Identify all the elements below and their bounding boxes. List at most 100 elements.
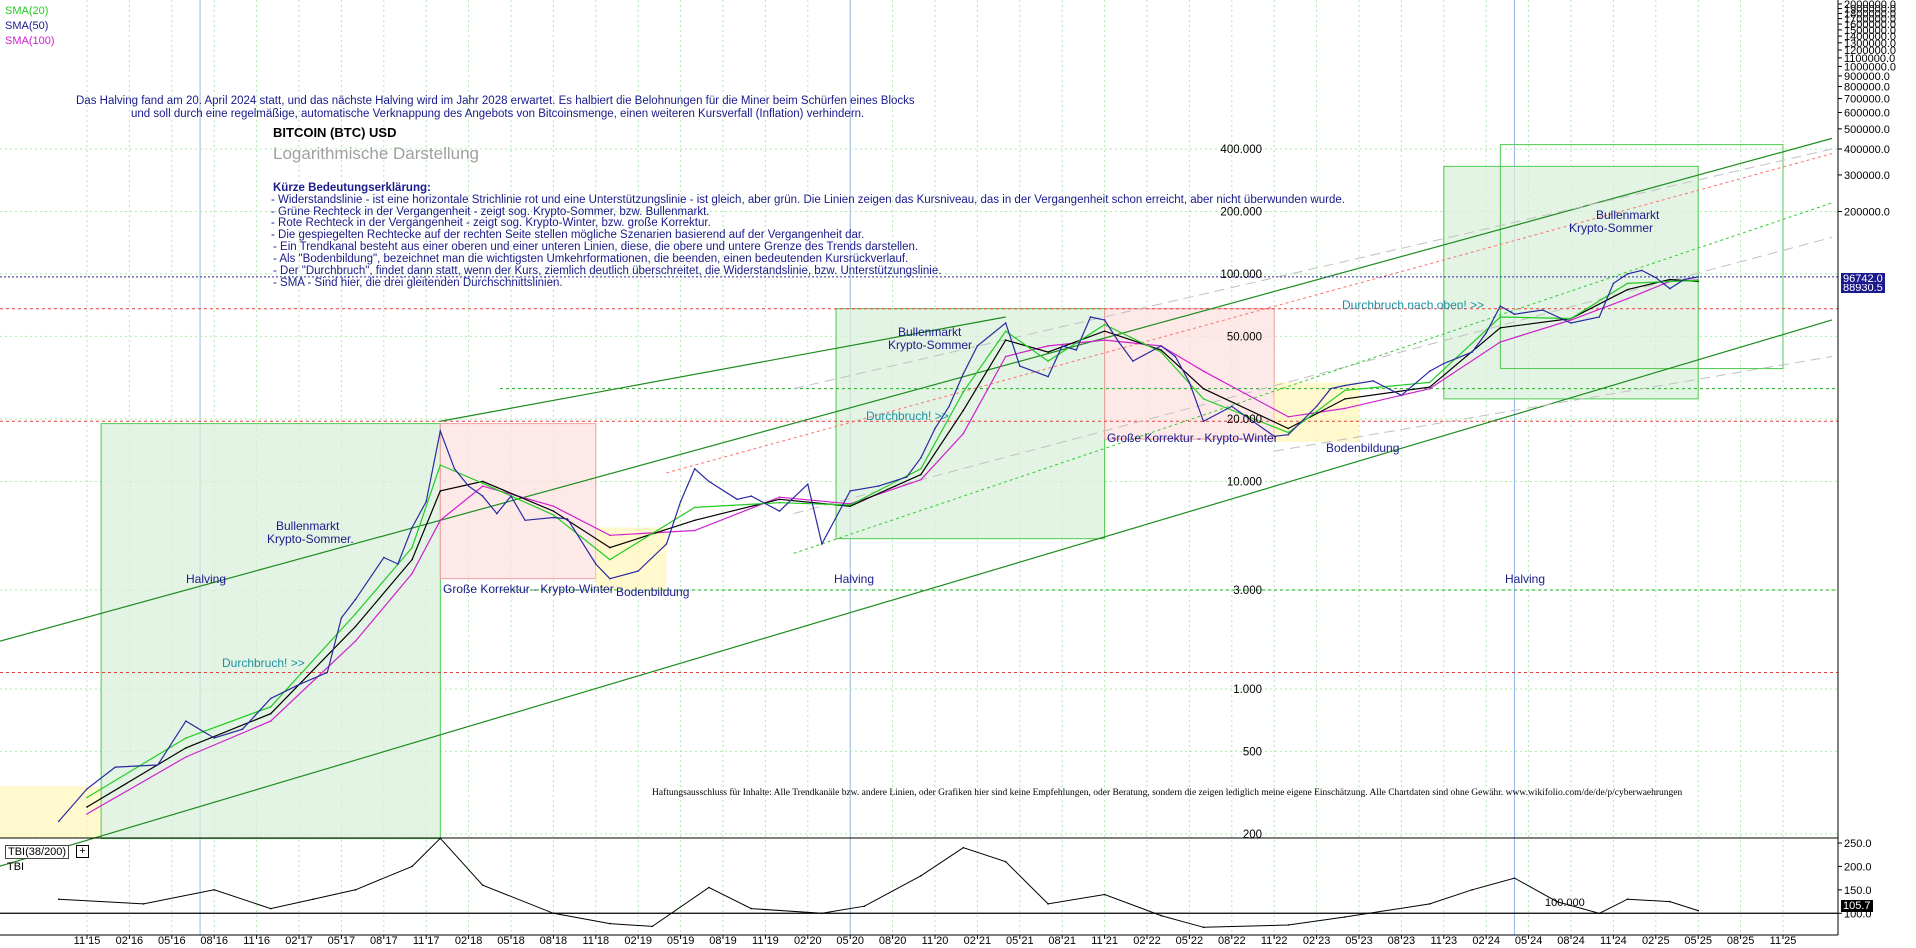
right-axis-label: 1400000.0 <box>1844 31 1896 43</box>
data-point-sma50 <box>1004 339 1007 341</box>
data-point-sma100 <box>1626 297 1629 300</box>
expand-icon[interactable]: + <box>76 845 89 858</box>
series-line-btc <box>58 269 1699 822</box>
data-point-btc <box>1499 305 1502 307</box>
data-point-btc <box>948 405 950 408</box>
halving-note-line2: und soll durch eine regelmäßige, automat… <box>131 108 865 120</box>
data-point-btc <box>213 737 215 739</box>
chart-subtitle: Logarithmische Darstellung <box>273 144 479 163</box>
x-tick-label: 05 21 <box>1006 935 1034 947</box>
data-point-sma100 <box>86 813 88 815</box>
indicator-point <box>1344 916 1346 918</box>
x-tick-label: 05 25 <box>1684 935 1712 947</box>
data-point-sma20 <box>481 482 484 485</box>
legend-sma100: SMA(100) <box>5 35 55 47</box>
data-point-sma100 <box>1499 341 1502 343</box>
data-point-btc <box>1428 370 1431 372</box>
data-point-sma100 <box>552 505 555 507</box>
x-tick-label: 11 24 <box>1600 935 1627 947</box>
data-point-btc <box>1019 365 1021 367</box>
x-tick-label: 08 20 <box>879 935 907 947</box>
indicator-point <box>1471 889 1473 891</box>
x-tick-label: 05 19 <box>667 935 695 947</box>
data-point-btc <box>736 498 738 501</box>
last-price-label: 96742.0 <box>1841 273 1885 285</box>
data-point-btc <box>708 480 710 483</box>
data-point-btc <box>524 519 526 522</box>
data-point-btc <box>411 526 413 529</box>
data-point-btc <box>185 720 187 722</box>
data-point-btc <box>962 373 965 375</box>
data-point-sma20 <box>778 501 781 504</box>
data-point-sma100 <box>1103 339 1106 341</box>
inner-axis-label: 100.000 <box>1220 269 1262 281</box>
data-point-sma100 <box>1004 355 1007 358</box>
data-point-sma100 <box>439 519 442 522</box>
x-tick-label: 11 20 <box>922 935 949 947</box>
x-tick-label: 02 16 <box>116 935 144 947</box>
data-point-sma20 <box>693 506 696 509</box>
data-point-btc <box>905 476 908 478</box>
data-point-btc <box>1075 349 1078 351</box>
x-tick-label: 05 20 <box>836 935 864 947</box>
data-point-sma20 <box>1160 351 1162 353</box>
right-axis-label: 900000.0 <box>1844 71 1890 83</box>
right-axis-label: 500000.0 <box>1844 124 1890 136</box>
data-point-btc <box>467 485 470 487</box>
data-point-sma100 <box>962 432 965 435</box>
data-point-sma20 <box>1047 360 1049 362</box>
inner-axis-label: 1.000 <box>1233 684 1262 696</box>
data-point-sma50 <box>481 480 484 483</box>
trend-line-lower <box>0 319 1833 867</box>
explanation-line: - Der "Durchbruch", findet dann statt, w… <box>273 265 942 277</box>
data-point-btc <box>1273 435 1275 438</box>
data-point-sma100 <box>778 496 781 498</box>
data-point-sma20 <box>849 504 851 506</box>
data-point-btc <box>1697 276 1699 278</box>
x-tick-label: 02 21 <box>964 935 992 947</box>
x-tick-label: 08 25 <box>1727 935 1755 947</box>
x-tick-label: 08 21 <box>1048 935 1076 947</box>
x-tick-label: 08 24 <box>1557 935 1585 947</box>
annotation-correction: Große Korrektur - Krypto-Winter <box>1107 431 1278 445</box>
x-tick-label: 11 16 <box>243 935 270 947</box>
annotation-bull: Bullenmarkt <box>276 519 340 533</box>
x-tick-label: 11 23 <box>1430 935 1457 947</box>
explanation-line: - Grüne Rechteck in der Vergangenheit - … <box>271 206 710 218</box>
x-tick-label: 02 18 <box>455 935 483 947</box>
data-point-btc <box>1372 380 1374 382</box>
data-point-sma20 <box>411 546 413 549</box>
chart-title: BITCOIN (BTC) USD <box>273 125 397 140</box>
data-point-sma100 <box>1202 370 1205 372</box>
data-point-sma20 <box>1103 323 1106 326</box>
indicator-point <box>269 907 272 910</box>
data-point-sma50 <box>411 558 413 561</box>
data-point-btc <box>1400 394 1403 397</box>
indicator-point <box>609 922 611 925</box>
data-point-btc <box>1160 345 1162 347</box>
data-point-sma50 <box>439 490 442 492</box>
indicator-baseline-label: 100.000 <box>1545 897 1585 909</box>
data-point-btc <box>439 430 442 432</box>
data-point-sma100 <box>609 534 611 537</box>
data-point-btc <box>86 788 88 790</box>
data-point-sma100 <box>1287 415 1290 418</box>
data-point-btc <box>496 512 498 515</box>
data-point-btc <box>1089 316 1092 318</box>
annotation-bull: Bullenmarkt <box>898 325 962 339</box>
data-point-btc <box>877 485 880 487</box>
x-tick-label: 08 17 <box>370 935 398 947</box>
data-point-sma50 <box>1103 330 1106 332</box>
halving-note-line1: Das Halving fand am 20. April 2024 statt… <box>76 95 915 107</box>
data-point-btc <box>1513 313 1516 315</box>
data-point-sma50 <box>1626 288 1629 291</box>
indicator-point <box>552 912 555 915</box>
data-point-sma50 <box>778 498 781 501</box>
x-tick-label: 11 21 <box>1091 935 1118 947</box>
inner-axis-label: 200.000 <box>1220 206 1262 218</box>
data-point-btc <box>1669 287 1671 290</box>
explanation-line: - Rote Rechteck in der Vergangenheit - z… <box>271 217 711 229</box>
annotation-halving: Halving <box>1505 572 1546 586</box>
annotation-breakout: Durchbruch! >> <box>222 656 305 670</box>
right-axis-label: 2000000.0 <box>1844 0 1896 11</box>
